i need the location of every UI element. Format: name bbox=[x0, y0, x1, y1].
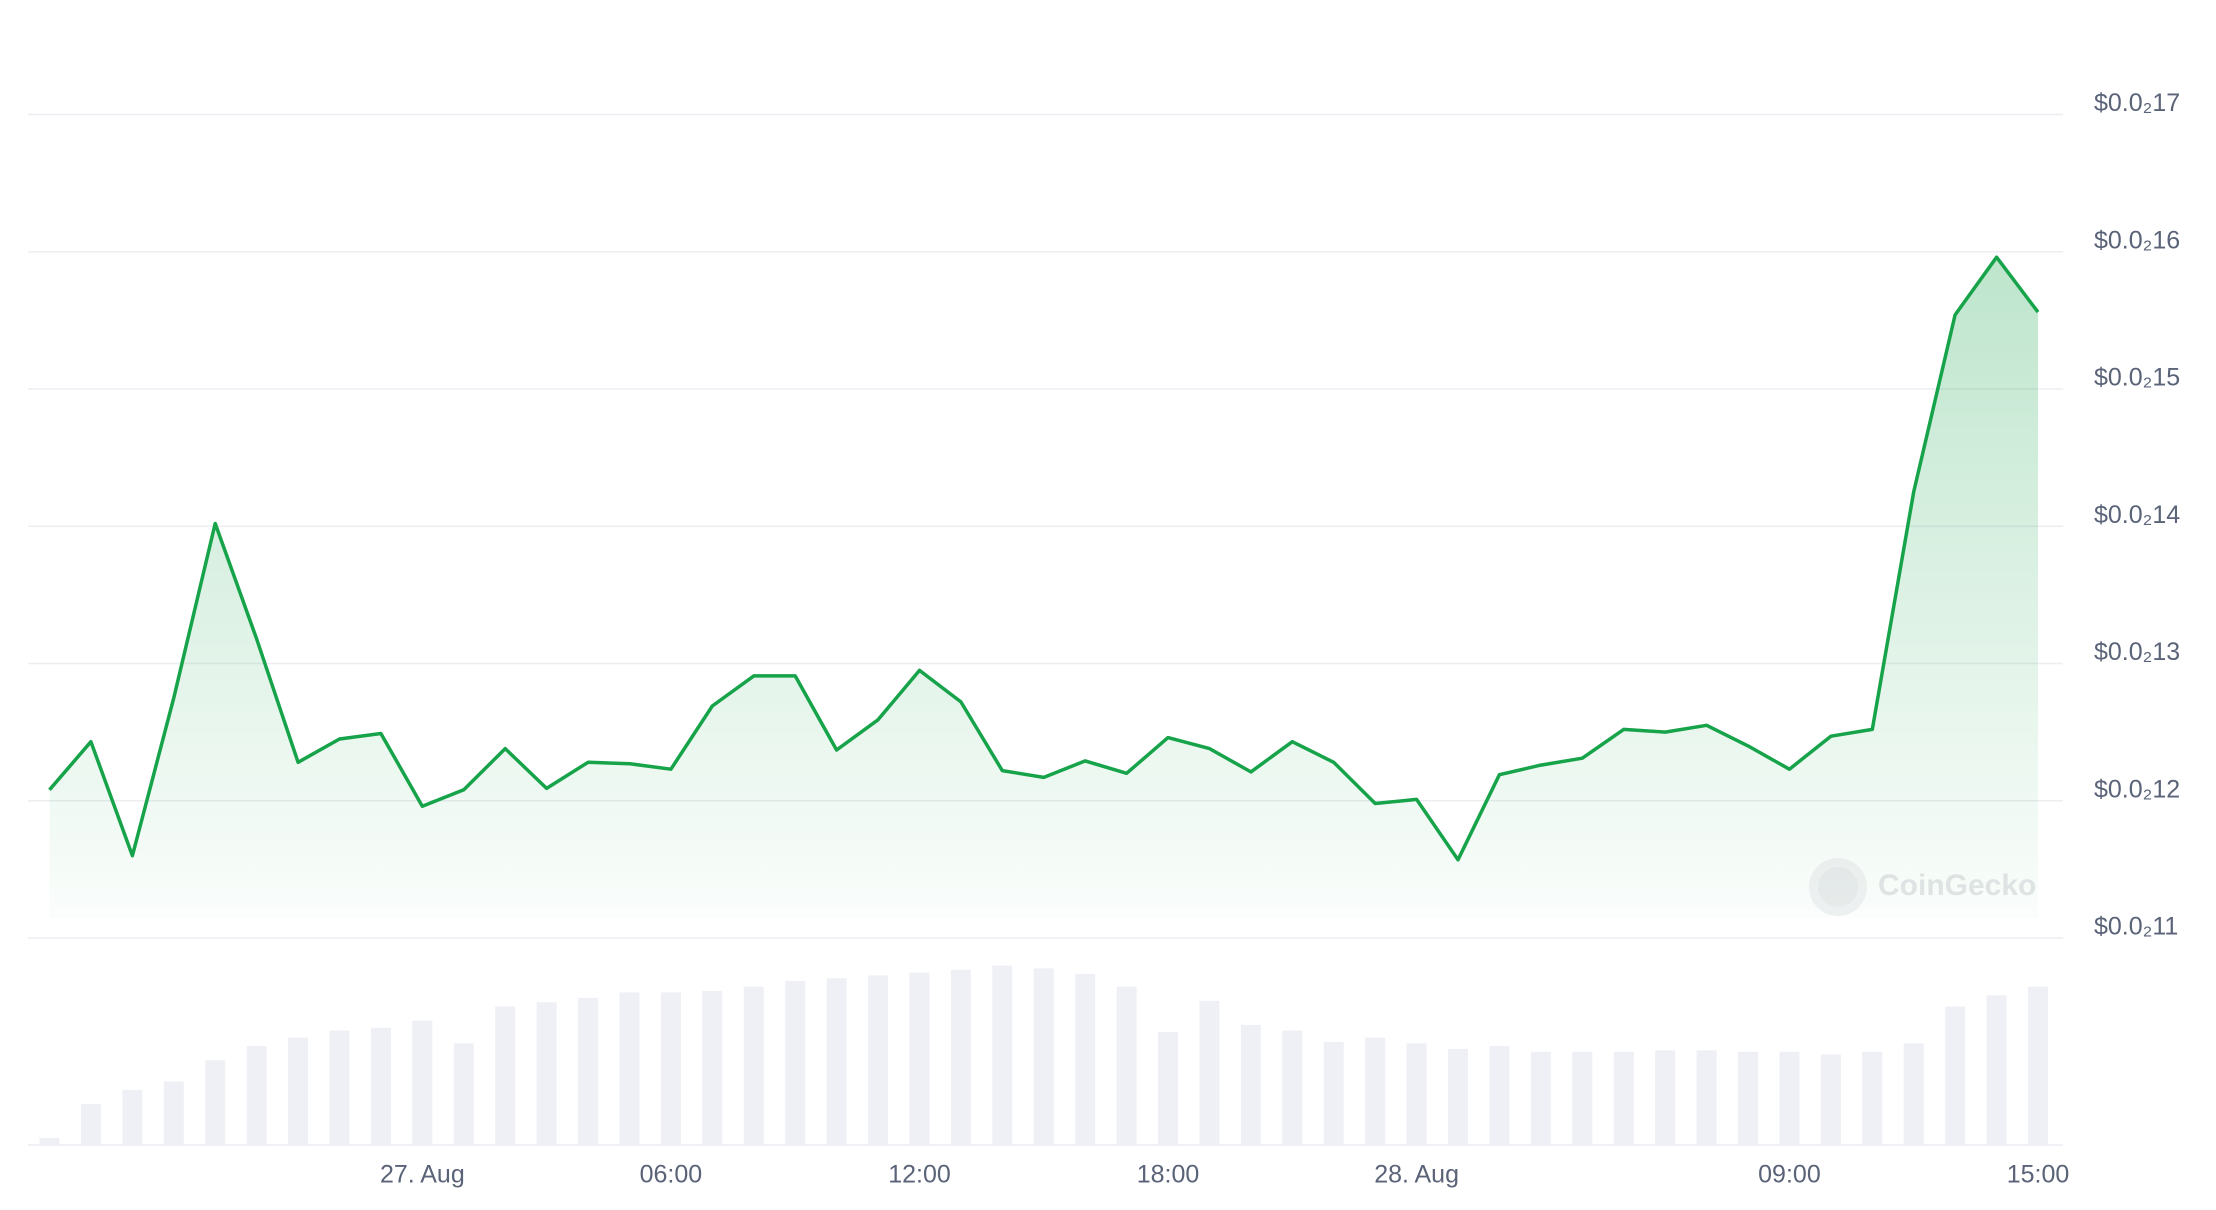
volume-bar bbox=[702, 990, 723, 1145]
volume-bar bbox=[1530, 1051, 1551, 1145]
volume-bar bbox=[1696, 1050, 1717, 1145]
y-tick-label: $0.0₂11 bbox=[2094, 913, 2178, 941]
x-tick-label: 06:00 bbox=[640, 1161, 703, 1189]
price-area bbox=[49, 257, 2038, 918]
volume-bar bbox=[1116, 986, 1137, 1145]
volume-bar bbox=[1655, 1050, 1676, 1145]
y-tick-label: $0.0₂12 bbox=[2094, 775, 2180, 803]
volume-bar bbox=[2028, 986, 2048, 1145]
volume-bar bbox=[578, 998, 599, 1145]
volume-bar bbox=[950, 969, 971, 1145]
y-tick-label: $0.0₂17 bbox=[2094, 89, 2180, 117]
volume-bar bbox=[660, 992, 681, 1145]
volume-bar bbox=[1986, 995, 2007, 1145]
watermark-text: CoinGecko bbox=[1878, 869, 2036, 902]
volume-bar bbox=[122, 1089, 143, 1145]
volume-bar bbox=[495, 1006, 516, 1145]
volume-bar bbox=[868, 975, 889, 1145]
x-tick-label: 09:00 bbox=[1758, 1161, 1821, 1189]
volume-bar bbox=[1738, 1051, 1759, 1145]
volume-bar bbox=[909, 972, 930, 1145]
volume-bar bbox=[619, 992, 640, 1145]
price-line bbox=[48, 255, 2040, 862]
x-tick-label: 12:00 bbox=[888, 1161, 951, 1189]
x-tick-label: 28. Aug bbox=[1374, 1161, 1459, 1189]
volume-bar bbox=[453, 1043, 474, 1145]
volume-bar bbox=[163, 1081, 184, 1145]
volume-bar bbox=[39, 1137, 60, 1145]
volume-bar bbox=[1489, 1046, 1510, 1145]
plot: $0.0₂11 $0.0₂12 $0.0₂13 $0.0₂14 $0.0₂15 $0.0₂… bbox=[28, 89, 2180, 1189]
volume-bar bbox=[205, 1060, 226, 1145]
volume-bar bbox=[1862, 1051, 1883, 1145]
volume-bar bbox=[1613, 1051, 1634, 1145]
volume-bar bbox=[370, 1027, 391, 1145]
y-tick-label: $0.0₂14 bbox=[2094, 501, 2180, 529]
volume-bar bbox=[826, 978, 847, 1145]
y-tick-label: $0.0₂15 bbox=[2094, 364, 2180, 392]
x-tick-label: 18:00 bbox=[1137, 1161, 1200, 1189]
volume-bar bbox=[288, 1037, 309, 1145]
y-tick-label: $0.0₂13 bbox=[2094, 638, 2180, 666]
volume-bar bbox=[785, 981, 806, 1145]
y-tick-label: $0.0₂16 bbox=[2094, 226, 2180, 254]
volume-bar bbox=[246, 1046, 267, 1145]
volume-bar bbox=[1406, 1043, 1427, 1145]
volume-bar bbox=[743, 986, 764, 1145]
volume-bar bbox=[80, 1104, 101, 1145]
volume-bar bbox=[329, 1030, 350, 1145]
volume-bar bbox=[1365, 1037, 1386, 1145]
volume-bar bbox=[412, 1020, 433, 1145]
volume-bar bbox=[1903, 1043, 1924, 1145]
volume-bar bbox=[992, 965, 1013, 1145]
volume-bar bbox=[1282, 1030, 1303, 1145]
volume-bar bbox=[1158, 1031, 1179, 1145]
watermark: CoinGecko bbox=[1809, 858, 2036, 916]
volume-bar bbox=[1945, 1006, 1966, 1145]
x-tick-label: 15:00 bbox=[2007, 1161, 2070, 1189]
volume-bar bbox=[1779, 1051, 1800, 1145]
volume-bar bbox=[1820, 1054, 1841, 1145]
volume-bar bbox=[536, 1002, 557, 1145]
volume-bar bbox=[1199, 1000, 1220, 1145]
volume-bar bbox=[1448, 1048, 1469, 1145]
volume-bar bbox=[1323, 1041, 1344, 1145]
volume-bar bbox=[1075, 974, 1096, 1145]
x-tick-label: 27. Aug bbox=[380, 1161, 465, 1189]
volume-bar bbox=[1240, 1024, 1261, 1145]
volume-bar bbox=[1572, 1051, 1593, 1145]
volume-bar bbox=[1033, 968, 1054, 1145]
